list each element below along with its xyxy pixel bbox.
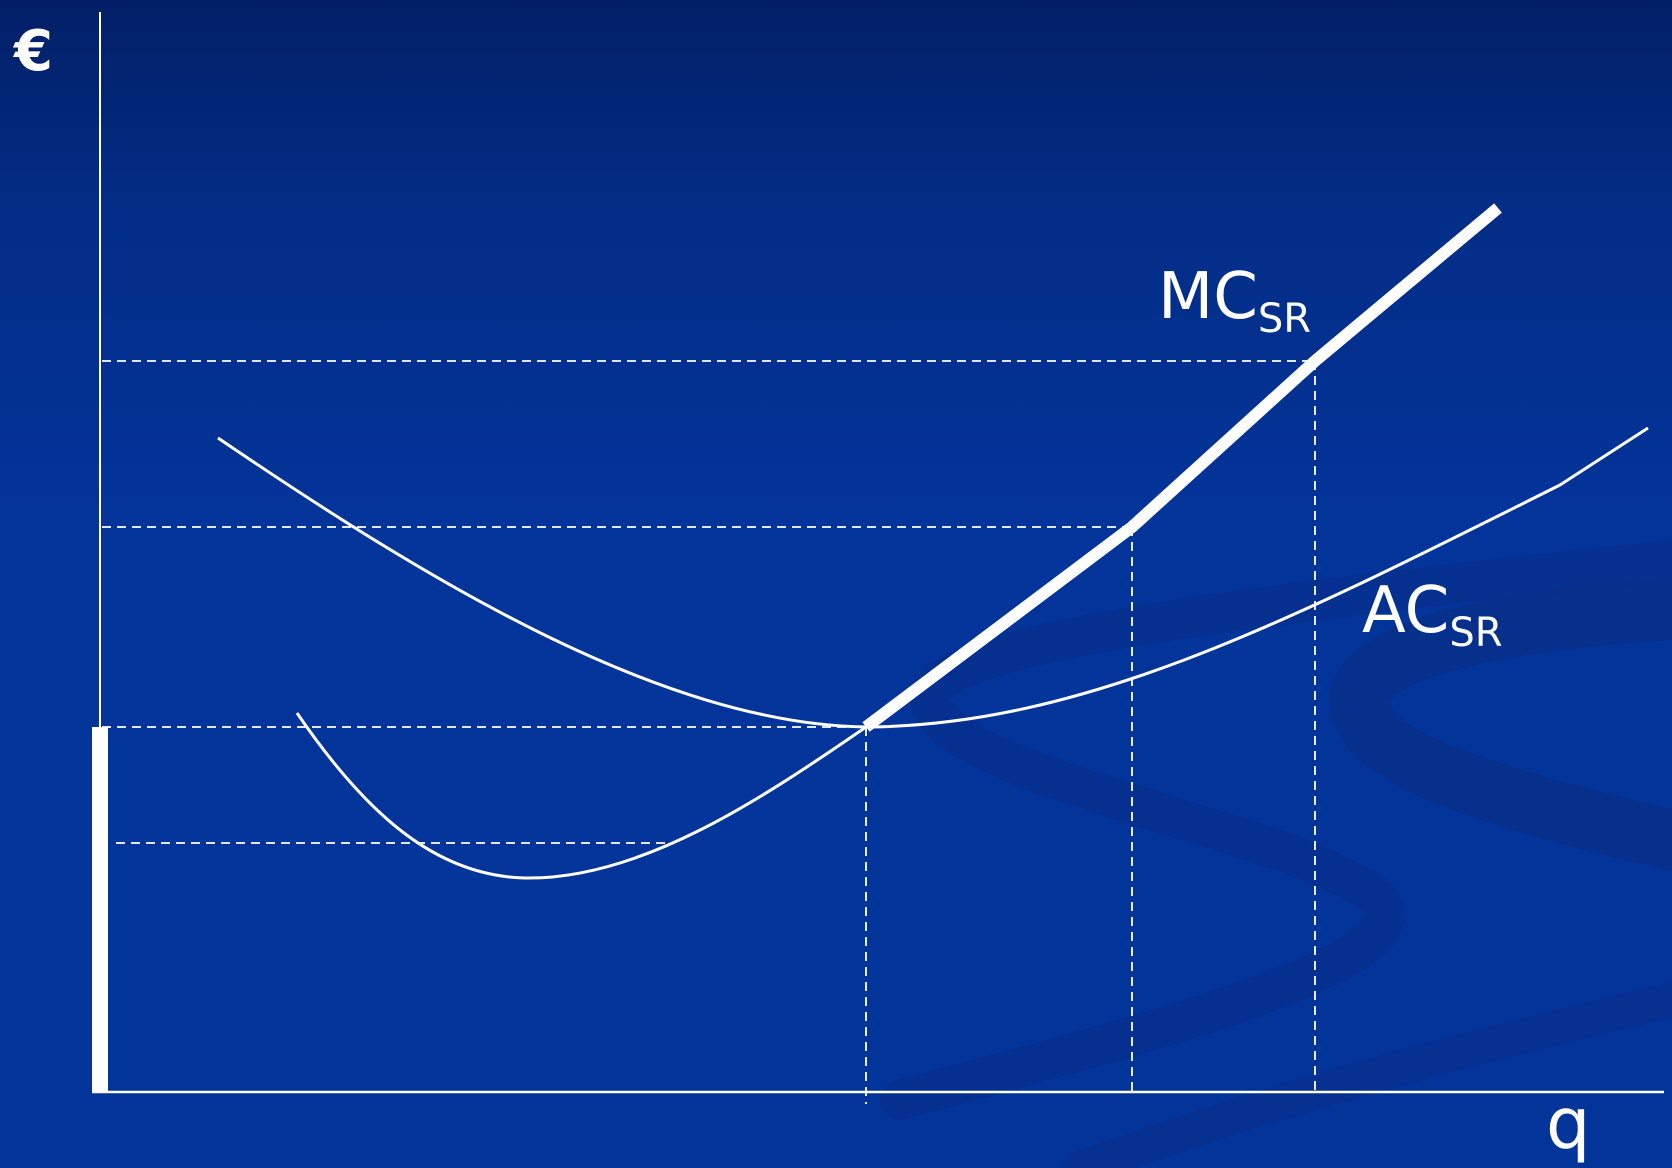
mc-sr-curve [862,203,1502,732]
x-axis-label: q [1546,1083,1590,1165]
mc-sr-label: MCSR [1158,260,1311,342]
y-axis-label: € [12,19,53,84]
avc-curve [295,712,867,880]
ac-sr-label-main: AC [1362,574,1449,648]
ac-sr-label-sub: SR [1449,610,1502,656]
ac-sr-label: ACSR [1362,574,1503,656]
mc-sr-label-sub: SR [1258,296,1311,342]
dashed-guides [102,360,1316,1104]
background-swirl [880,540,1672,1168]
mc-sr-label-main: MC [1158,260,1258,334]
